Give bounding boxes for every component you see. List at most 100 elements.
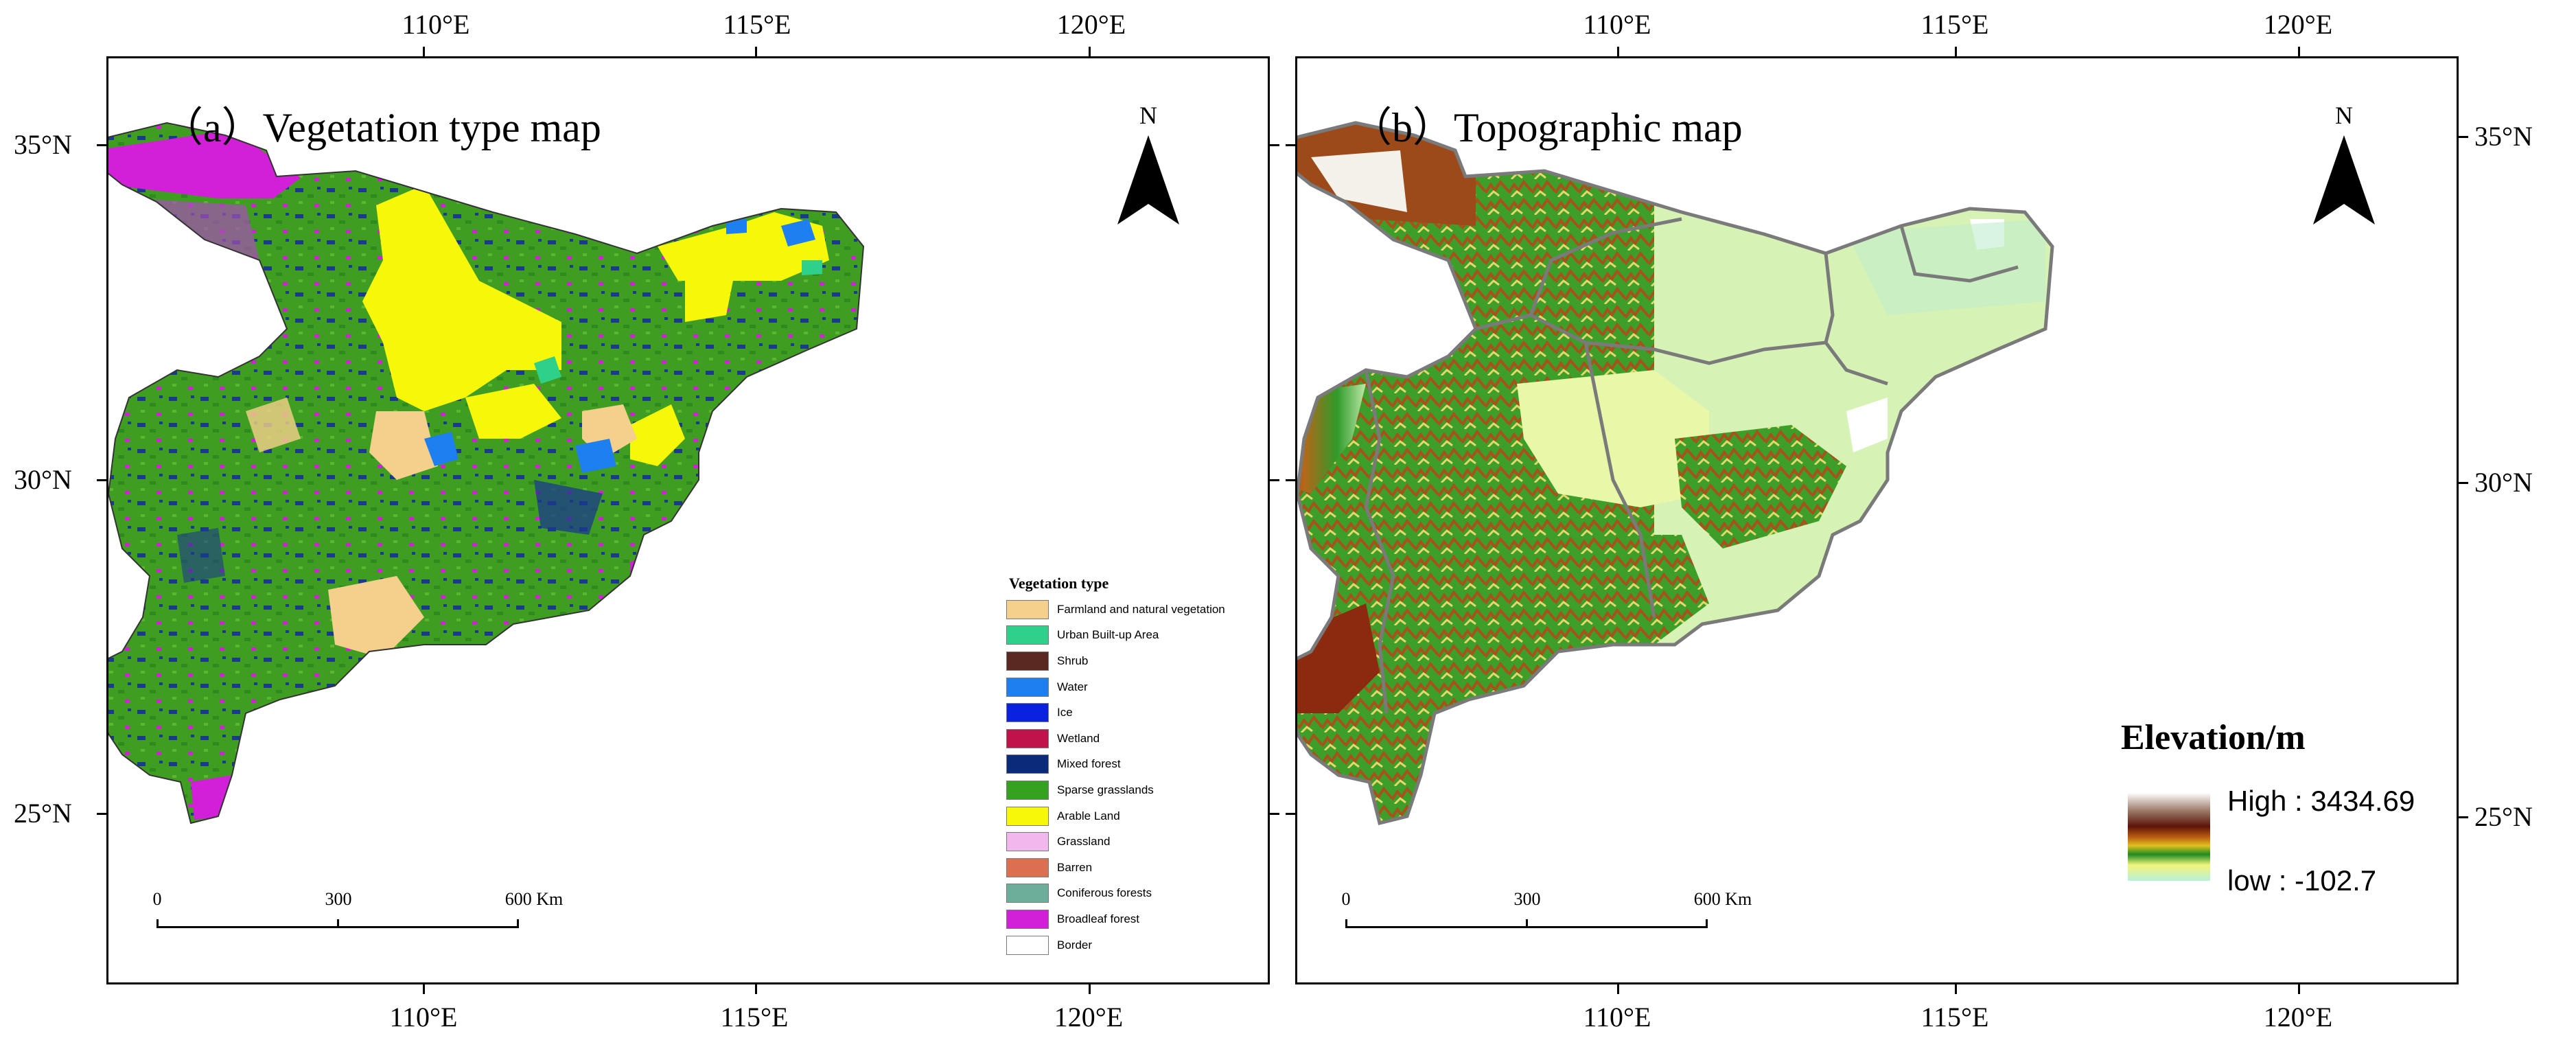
legend-swatch: [1006, 806, 1049, 826]
legend-title: Vegetation type: [1009, 575, 1109, 592]
elevation-color-ramp: [2128, 793, 2210, 881]
legend-item: Urban Built-up Area: [1006, 623, 1253, 649]
scale-label-600: 600 Km: [504, 889, 564, 909]
tick-mark: [1270, 813, 1279, 815]
lon-label-top-115-b: 115°E: [1921, 9, 1989, 40]
legend-item: Border: [1006, 932, 1253, 958]
legend-label: Broadleaf forest: [1057, 912, 1140, 925]
legend-swatch: [1006, 625, 1049, 645]
legend-swatch: [1006, 832, 1049, 852]
lon-label-bottom-115-b: 115°E: [1921, 1002, 1989, 1033]
vegetation-legend: Vegetation type Farmland and natural veg…: [1006, 575, 1253, 958]
lat-label-right-25: 25°N: [2474, 801, 2533, 832]
elevation-legend-title: Elevation/m: [2121, 718, 2306, 757]
legend-swatch: [1006, 857, 1049, 877]
legend-item: Ice: [1006, 700, 1253, 726]
legend-item: Sparse grasslands: [1006, 777, 1253, 803]
north-arrow: N: [1117, 101, 1179, 224]
north-letter: N: [1139, 102, 1157, 129]
tick-mark: [1270, 144, 1279, 146]
scale-tick: [156, 919, 159, 928]
legend-swatch: [1006, 909, 1049, 929]
tick-mark: [755, 984, 757, 994]
scale-label-0: 0: [1341, 889, 1351, 909]
legend-label: Wetland: [1057, 731, 1100, 745]
north-arrow-icon: [2313, 135, 2375, 224]
legend-label: Water: [1057, 680, 1088, 693]
legend-swatch: [1006, 754, 1049, 774]
elevation-high-label: High : 3434.69: [2227, 785, 2415, 817]
topographic-map: [1297, 121, 2054, 826]
legend-item: Arable Land: [1006, 803, 1253, 829]
scale-label-300: 300: [325, 889, 352, 909]
scale-tick: [1345, 919, 1347, 928]
panel-b-title: （b）Topographic map: [1351, 105, 1743, 150]
legend-label: Grassland: [1057, 835, 1111, 849]
tick-mark: [2298, 47, 2300, 56]
legend-item: Grassland: [1006, 829, 1253, 855]
tick-mark: [97, 813, 106, 815]
legend-item: Shrub: [1006, 648, 1253, 674]
lat-label-right-30: 30°N: [2474, 467, 2533, 498]
scale-label-600: 600 Km: [1693, 889, 1752, 909]
tick-mark: [97, 479, 106, 481]
tick-mark: [755, 47, 757, 56]
legend-label: Shrub: [1057, 654, 1089, 667]
lon-label-bottom-110: 110°E: [389, 1002, 458, 1033]
legend-swatch: [1006, 677, 1049, 697]
legend-label: Barren: [1057, 860, 1093, 874]
north-arrow: N: [2313, 101, 2375, 224]
panel-a-title: （a）Vegetation type map: [162, 105, 601, 150]
scale-tick: [1706, 919, 1708, 928]
lon-label-top-110: 110°E: [402, 9, 470, 40]
tick-mark: [1286, 813, 1295, 815]
legend-items: Farmland and natural vegetation Urban Bui…: [1006, 597, 1253, 958]
lat-label-left-25: 25°N: [14, 798, 72, 829]
legend-swatch: [1006, 651, 1049, 671]
legend-item: Barren: [1006, 855, 1253, 881]
lon-label-bottom-120-b: 120°E: [2263, 1002, 2333, 1033]
tick-mark: [2459, 136, 2468, 138]
tick-mark: [1270, 479, 1279, 481]
tick-mark: [1617, 47, 1619, 56]
legend-item: Farmland and natural vegetation: [1006, 597, 1253, 623]
lon-label-top-115: 115°E: [723, 9, 791, 40]
legend-label: Mixed forest: [1057, 757, 1121, 771]
scale-label-300: 300: [1513, 889, 1541, 909]
legend-label: Coniferous forests: [1057, 886, 1152, 900]
tick-mark: [97, 144, 106, 146]
tick-mark: [1955, 984, 1957, 994]
legend-label: Urban Built-up Area: [1057, 628, 1159, 642]
legend-label: Ice: [1057, 706, 1073, 719]
north-arrow-icon: [1117, 135, 1179, 224]
legend-label: Sparse grasslands: [1057, 783, 1154, 796]
tick-mark: [2298, 984, 2300, 994]
tick-mark: [1955, 47, 1957, 56]
lon-label-top-120: 120°E: [1056, 9, 1126, 40]
lon-label-top-120-b: 120°E: [2263, 9, 2333, 40]
scale-tick: [1526, 919, 1528, 928]
tick-mark: [1089, 47, 1091, 56]
tick-mark: [423, 47, 425, 56]
legend-swatch: [1006, 728, 1049, 748]
legend-swatch: [1006, 599, 1049, 619]
legend-swatch: [1006, 884, 1049, 903]
tick-mark: [423, 984, 425, 994]
legend-item: Broadleaf forest: [1006, 906, 1253, 932]
scale-tick: [517, 919, 519, 928]
lat-label-left-35: 35°N: [14, 129, 72, 160]
legend-swatch: [1006, 935, 1049, 955]
lon-label-bottom-110-b: 110°E: [1583, 1002, 1651, 1033]
tick-mark: [1617, 984, 1619, 994]
tick-mark: [1286, 479, 1295, 481]
tick-mark: [1286, 144, 1295, 146]
lat-label-left-30: 30°N: [14, 464, 72, 495]
scale-label-0: 0: [152, 889, 162, 909]
legend-label: Farmland and natural vegetation: [1057, 602, 1225, 616]
vegetation-map: [108, 122, 865, 825]
topographic-map-panel: （b）Topographic map N 0 300 600 Km Elevat…: [1295, 56, 2459, 984]
elevation-low-label: low : -102.7: [2227, 864, 2377, 897]
scale-bar: 0 300 600 Km: [152, 889, 563, 930]
legend-swatch: [1006, 703, 1049, 723]
elevation-legend: Elevation/m High : 3434.69 low : -102.7: [2121, 717, 2444, 965]
